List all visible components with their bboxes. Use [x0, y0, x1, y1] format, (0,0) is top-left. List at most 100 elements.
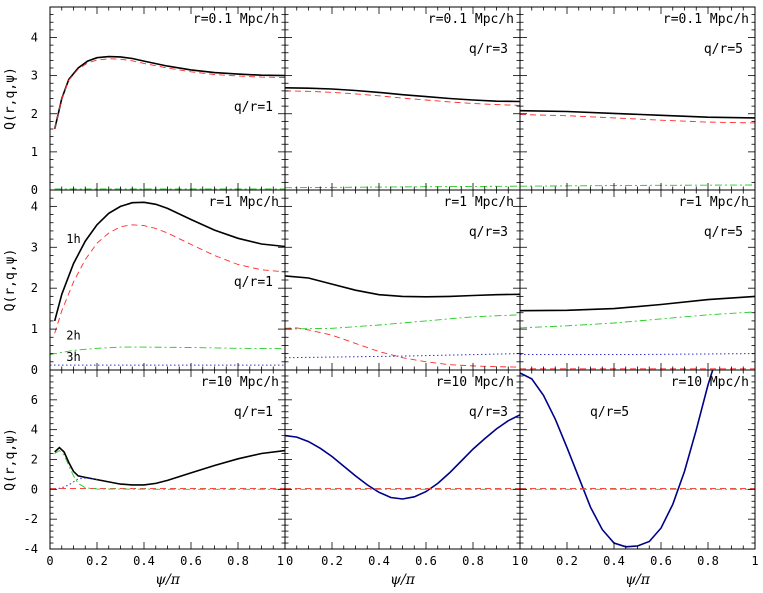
y-tick-label: 3 [31, 240, 38, 254]
x-axis-label: ψ/π [390, 572, 416, 588]
curve-annotation: 2h [66, 328, 80, 342]
series-solid-line [53, 55, 285, 130]
y-tick-label: 1 [31, 322, 38, 336]
panel-title: r=0.1 Mpc/h [663, 12, 749, 27]
series-solid-line [285, 87, 520, 103]
x-tick-label: 1 [512, 554, 519, 568]
y-tick-label: 6 [31, 393, 38, 407]
y-axis-label: Q(r,q,ψ) [3, 249, 18, 312]
series-solid-line [53, 201, 285, 322]
panel-frame [284, 369, 521, 550]
series-solid-line [520, 109, 755, 119]
series-group [520, 295, 755, 370]
panel-frame [49, 369, 286, 550]
series-solid-line [520, 295, 755, 312]
panel-subtitle: q/r=1 [234, 275, 273, 290]
series-group [285, 414, 520, 500]
panel-title: r=0.1 Mpc/h [193, 12, 279, 27]
panel-subtitle: q/r=5 [590, 405, 629, 420]
x-tick-label: 0.4 [603, 554, 625, 568]
series-dashdot-line [285, 185, 520, 189]
x-tick-label: 0.2 [321, 554, 343, 568]
panel-r0-c2: r=0.1 Mpc/h q/r=5 [519, 6, 756, 191]
panel-title: r=10 Mpc/h [201, 375, 279, 390]
curve-annotation: 3h [66, 350, 80, 364]
x-tick-label: 0.4 [133, 554, 155, 568]
y-tick-label: -4 [24, 542, 38, 556]
panel-title: r=1 Mpc/h [444, 195, 514, 210]
panel-r2-c2: 0 0.2 0.4 0.6 0.8 1 ψ/π r=10 Mpc/h q/r=5 [519, 369, 759, 588]
series-group [50, 201, 285, 366]
series-dashed-line [54, 224, 285, 334]
x-tick-label: 0.8 [697, 554, 719, 568]
series-solid-line [285, 414, 520, 500]
y-tick-label: 0 [31, 183, 38, 197]
x-tick-label: 0.6 [415, 554, 437, 568]
series-solid-line [54, 446, 285, 486]
series-dashed-line [285, 90, 520, 106]
x-tick-label: 0.8 [227, 554, 249, 568]
y-tick-label: 2 [31, 281, 38, 295]
x-tick-label: 0 [46, 554, 53, 568]
series-dashdot-line [520, 311, 755, 329]
panel-subtitle: q/r=1 [234, 100, 273, 115]
series-dashdot-line [285, 314, 520, 330]
series-group [285, 87, 520, 189]
x-tick-label: 1 [751, 554, 758, 568]
y-tick-label: 2 [31, 453, 38, 467]
series-solid-line [520, 370, 714, 548]
series-solid-line [285, 275, 520, 298]
panel-subtitle: q/r=3 [469, 42, 508, 57]
panel-r2-c0: -4 -2 0 2 4 6 0 0.2 0.4 0.6 0.8 1 ψ/π r=10 Mpc/h q/r=1… [3, 369, 286, 588]
panel-subtitle: q/r=3 [469, 405, 508, 420]
y-tick-label: 3 [31, 69, 38, 83]
series-dotted-line [285, 353, 520, 359]
panel-subtitle: q/r=5 [704, 225, 743, 240]
series-group [520, 370, 755, 548]
x-tick-label: 0.4 [368, 554, 390, 568]
y-tick-label: 0 [31, 363, 38, 377]
series-group [53, 55, 285, 190]
x-tick-label: 0.6 [650, 554, 672, 568]
series-dashdot-line [50, 346, 285, 355]
panel-title: r=0.1 Mpc/h [428, 12, 514, 27]
series-dashed-line [54, 58, 285, 130]
panel-title: r=10 Mpc/h [436, 375, 514, 390]
panel-frame [284, 6, 521, 191]
curve-annotation: 1h [66, 232, 80, 246]
series-group [520, 109, 755, 187]
y-tick-label: 1 [31, 145, 38, 159]
series-dashdot-line [520, 184, 755, 187]
series-group [285, 275, 520, 368]
panel-subtitle: q/r=5 [704, 42, 743, 57]
panel-r1-c2: r=1 Mpc/h q/r=5 [519, 189, 756, 371]
y-tick-label: 4 [31, 423, 38, 437]
x-tick-label: 0.8 [462, 554, 484, 568]
y-axis-label: Q(r,q,ψ) [3, 428, 18, 491]
y-tick-label: -2 [24, 512, 38, 526]
panel-r0-c1: r=0.1 Mpc/h q/r=3 [284, 6, 521, 191]
x-tick-label: 0.2 [86, 554, 108, 568]
panel-r1-c0: 0 1 2 3 4 r=1 Mpc/h q/r=1 1h 2h 3h Q(r,q,ψ) [3, 189, 286, 377]
x-axis-label: ψ/π [155, 572, 181, 588]
panel-r0-c0: 0 1 2 3 4 r=0.1 Mpc/h q/r=1 Q(r,q,ψ) [3, 6, 286, 197]
panel-title: r=1 Mpc/h [679, 195, 749, 210]
panel-r2-c1: 0 0.2 0.4 0.6 0.8 1 ψ/π r=10 Mpc/h q/r=3 [284, 369, 521, 588]
series-dotted-line [520, 353, 755, 355]
series-dotted-line [54, 477, 98, 490]
x-tick-label: 0.6 [180, 554, 202, 568]
y-tick-label: 0 [31, 482, 38, 496]
x-tick-label: 0.2 [556, 554, 578, 568]
panel-title: r=10 Mpc/h [671, 375, 749, 390]
series-group [50, 446, 285, 490]
panel-frame [519, 189, 756, 371]
panel-frame [519, 369, 756, 550]
x-tick-label: 0 [286, 554, 293, 568]
y-tick-label: 2 [31, 107, 38, 121]
panel-frame [49, 6, 286, 191]
y-tick-label: 4 [31, 31, 38, 45]
panel-r1-c1: r=1 Mpc/h q/r=3 [284, 189, 521, 371]
x-axis-label: ψ/π [625, 572, 651, 588]
panel-subtitle: q/r=3 [469, 225, 508, 240]
